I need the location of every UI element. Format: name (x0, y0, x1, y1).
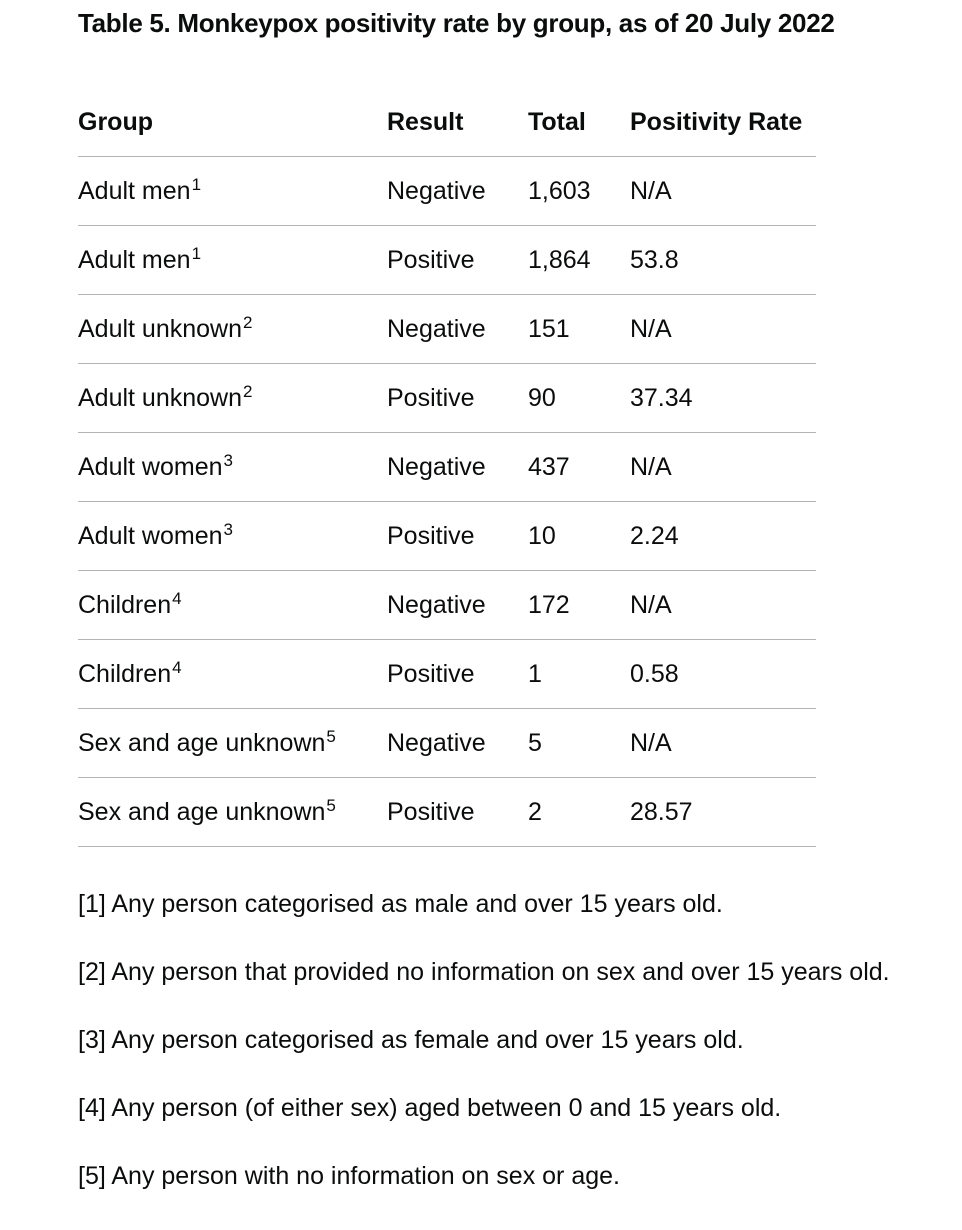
group-label: Sex and age unknown (78, 728, 326, 757)
footnote: [2] Any person that provided no informat… (78, 958, 890, 986)
cell-total: 2 (528, 777, 630, 847)
footnote-ref: 2 (243, 312, 253, 332)
table-row: Children4 Negative 172 N/A (78, 570, 816, 640)
footnote: [3] Any person categorised as female and… (78, 1026, 744, 1054)
cell-group: Sex and age unknown5 (78, 708, 387, 778)
cell-positivity-rate: N/A (630, 156, 816, 226)
cell-group: Children4 (78, 570, 387, 640)
cell-total: 5 (528, 708, 630, 778)
cell-group: Children4 (78, 639, 387, 709)
footnote: [5] Any person with no information on se… (78, 1162, 620, 1190)
group-label: Adult women (78, 521, 223, 550)
group-label: Children (78, 659, 172, 688)
footnote-ref: 4 (172, 657, 182, 677)
group-label: Children (78, 590, 172, 619)
table-row: Adult unknown2 Negative 151 N/A (78, 294, 816, 364)
table-row: Adult women3 Negative 437 N/A (78, 432, 816, 502)
cell-group: Adult women3 (78, 501, 387, 571)
cell-total: 1,603 (528, 156, 630, 226)
cell-result: Positive (387, 639, 528, 709)
footnote: [4] Any person (of either sex) aged betw… (78, 1094, 782, 1122)
cell-positivity-rate: 37.34 (630, 363, 816, 433)
cell-total: 1 (528, 639, 630, 709)
table-row: Adult men1 Positive 1,864 53.8 (78, 225, 816, 295)
positivity-table: Group Result Total Positivity Rate Adult… (78, 88, 816, 847)
footnote-ref: 1 (191, 174, 202, 194)
footnote-ref: 5 (326, 795, 336, 815)
cell-total: 437 (528, 432, 630, 502)
cell-positivity-rate: N/A (630, 432, 816, 502)
cell-group: Adult men1 (78, 225, 387, 295)
cell-positivity-rate: 53.8 (630, 225, 816, 295)
cell-total: 151 (528, 294, 630, 364)
footnote-ref: 1 (191, 243, 202, 263)
group-label: Adult women (78, 452, 223, 481)
footnote-ref: 2 (243, 381, 253, 401)
cell-group: Sex and age unknown5 (78, 777, 387, 847)
cell-result: Negative (387, 432, 528, 502)
cell-total: 90 (528, 363, 630, 433)
header-group: Group (78, 88, 387, 157)
cell-result: Negative (387, 156, 528, 226)
table-row: Adult men1 Negative 1,603 N/A (78, 156, 816, 226)
cell-result: Negative (387, 294, 528, 364)
cell-positivity-rate: N/A (630, 294, 816, 364)
table-body: Adult men1 Negative 1,603 N/A Adult men1 Posi… (78, 156, 816, 847)
cell-positivity-rate: 28.57 (630, 777, 816, 847)
cell-group: Adult unknown2 (78, 363, 387, 433)
cell-group: Adult women3 (78, 432, 387, 502)
group-label: Adult men (78, 245, 191, 274)
cell-result: Positive (387, 777, 528, 847)
cell-group: Adult men1 (78, 156, 387, 226)
cell-result: Positive (387, 225, 528, 295)
header-positivity-rate: Positivity Rate (630, 88, 816, 157)
table-row: Sex and age unknown5 Positive 2 28.57 (78, 777, 816, 847)
table-row: Adult women3 Positive 10 2.24 (78, 501, 816, 571)
cell-positivity-rate: 2.24 (630, 501, 816, 571)
group-label: Sex and age unknown (78, 797, 326, 826)
footnote-ref: 3 (223, 450, 233, 470)
table-row: Adult unknown2 Positive 90 37.34 (78, 363, 816, 433)
footnote-ref: 3 (223, 519, 233, 539)
cell-result: Negative (387, 708, 528, 778)
footnote-ref: 4 (172, 588, 182, 608)
cell-positivity-rate: 0.58 (630, 639, 816, 709)
table-row: Children4 Positive 1 0.58 (78, 639, 816, 709)
group-label: Adult unknown (78, 314, 243, 343)
table-title: Table 5. Monkeypox positivity rate by gr… (78, 8, 835, 38)
cell-total: 10 (528, 501, 630, 571)
cell-result: Positive (387, 363, 528, 433)
table-row: Sex and age unknown5 Negative 5 N/A (78, 708, 816, 778)
header-total: Total (528, 88, 630, 157)
cell-group: Adult unknown2 (78, 294, 387, 364)
table-header-row: Group Result Total Positivity Rate (78, 88, 816, 157)
footnote-ref: 5 (326, 726, 336, 746)
document-page: Table 5. Monkeypox positivity rate by gr… (78, 0, 962, 1200)
header-result: Result (387, 88, 528, 157)
footnotes: [1] Any person categorised as male and o… (78, 890, 962, 1230)
cell-positivity-rate: N/A (630, 708, 816, 778)
cell-total: 1,864 (528, 225, 630, 295)
cell-result: Positive (387, 501, 528, 571)
cell-positivity-rate: N/A (630, 570, 816, 640)
footnote: [1] Any person categorised as male and o… (78, 890, 723, 918)
group-label: Adult men (78, 176, 191, 205)
cell-total: 172 (528, 570, 630, 640)
cell-result: Negative (387, 570, 528, 640)
group-label: Adult unknown (78, 383, 243, 412)
